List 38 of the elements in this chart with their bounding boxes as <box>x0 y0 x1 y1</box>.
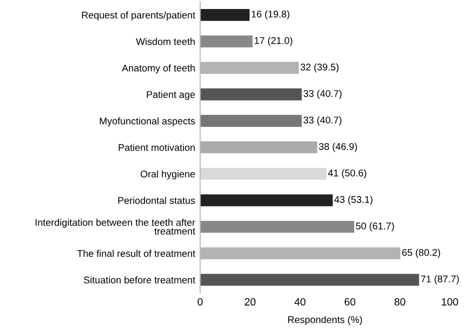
bar <box>200 88 302 100</box>
x-tick-label: 40 <box>294 298 306 306</box>
bar <box>200 194 333 206</box>
data-label: 41 (50.6) <box>328 169 366 178</box>
data-label: 50 (61.7) <box>356 222 394 232</box>
data-label: 33 (40.7) <box>304 90 342 99</box>
y-tick-label: Patient age <box>146 90 195 100</box>
y-tick-label: Situation before treatment <box>84 276 196 284</box>
y-tick-label: Oral hygiene <box>140 170 195 180</box>
y-tick-label: Interdigitation between the teeth after treatment <box>36 218 196 235</box>
y-tick-label: Request of parents/patient <box>82 11 196 20</box>
data-label: 32 (39.5) <box>300 63 338 72</box>
data-label: 17 (21.0) <box>254 36 292 46</box>
data-label: 71 (87.7) <box>420 275 459 284</box>
bar <box>200 220 354 233</box>
y-tick-label: Patient motivation <box>118 144 195 151</box>
y-tick-label: Myofunctional aspects <box>100 117 195 126</box>
y-tick-label: Anatomy of teeth <box>122 64 195 74</box>
x-tick-label: 80 <box>394 298 406 306</box>
y-tick-label: Wisdom teeth <box>136 38 195 46</box>
data-label: 38 (46.9) <box>319 142 357 152</box>
x-tick-label: 20 <box>244 298 256 306</box>
x-tick-label: 60 <box>344 298 356 306</box>
x-tick-label: 0 <box>198 298 203 306</box>
data-label: 33 (40.7) <box>304 116 342 126</box>
data-label: 65 (80.2) <box>402 248 440 258</box>
y-tick-label: Periodontal status <box>118 196 195 204</box>
bar <box>200 114 302 127</box>
bar <box>200 35 253 48</box>
data-label: 16 (19.8) <box>252 10 290 20</box>
bar <box>200 8 250 21</box>
bar <box>200 274 420 286</box>
bar <box>200 141 318 154</box>
x-tick-label: 100 <box>442 298 458 306</box>
y-tick-label: The final result of treatment <box>77 250 196 257</box>
bar <box>200 168 326 180</box>
data-label: 43 (53.1) <box>334 196 372 205</box>
x-axis-title: Respondents (%) <box>288 316 362 326</box>
